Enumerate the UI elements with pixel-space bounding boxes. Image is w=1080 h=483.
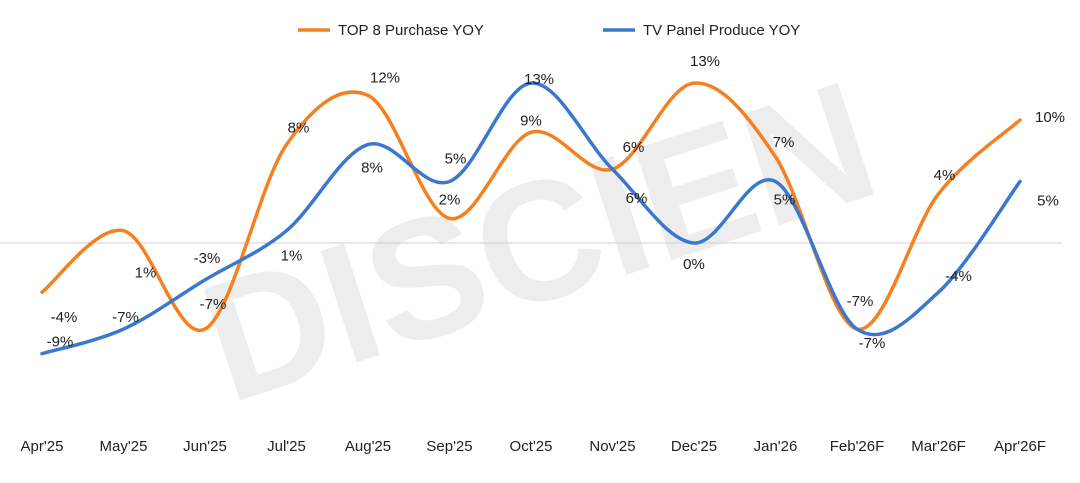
- data-label: 13%: [690, 53, 720, 70]
- data-label: 10%: [1035, 109, 1065, 126]
- x-tick-label: Dec'25: [671, 438, 717, 455]
- legend-item: TOP 8 Purchase YOY: [298, 22, 484, 39]
- x-tick-label: Feb'26F: [830, 438, 885, 455]
- legend-label: TV Panel Produce YOY: [643, 22, 800, 39]
- x-tick-label: Jan'26: [754, 438, 798, 455]
- data-label: 9%: [520, 112, 542, 129]
- data-label: -7%: [112, 309, 139, 326]
- data-label: 2%: [439, 191, 461, 208]
- data-label: -7%: [200, 296, 227, 313]
- data-label: 0%: [683, 256, 705, 273]
- data-label: 5%: [445, 151, 467, 168]
- x-tick-label: Nov'25: [589, 438, 635, 455]
- x-tick-label: Jun'25: [183, 438, 227, 455]
- data-label: 6%: [623, 139, 645, 156]
- data-label: 8%: [361, 160, 383, 177]
- x-tick-label: Oct'25: [510, 438, 553, 455]
- x-tick-label: Aug'25: [345, 438, 391, 455]
- data-label: -4%: [51, 309, 78, 326]
- data-label: 13%: [524, 71, 554, 88]
- data-label: 5%: [1037, 193, 1059, 210]
- x-tick-label: Mar'26F: [911, 438, 966, 455]
- data-label: -3%: [194, 250, 221, 267]
- watermark-logo: DISCIEN: [182, 45, 897, 439]
- x-tick-label: Apr'25: [21, 438, 64, 455]
- legend-label: TOP 8 Purchase YOY: [338, 22, 484, 39]
- data-label: 4%: [934, 167, 956, 184]
- data-label: 6%: [626, 190, 648, 207]
- data-label: 1%: [281, 248, 303, 265]
- data-label: -4%: [945, 268, 972, 285]
- x-tick-label: Apr'26F: [994, 438, 1046, 455]
- x-tick-label: Sep'25: [426, 438, 472, 455]
- data-label: -7%: [859, 335, 886, 352]
- data-label: 1%: [135, 265, 157, 282]
- data-label: 5%: [774, 192, 796, 209]
- x-tick-label: May'25: [100, 438, 148, 455]
- legend-item: TV Panel Produce YOY: [603, 22, 800, 39]
- legend: TOP 8 Purchase YOY TV Panel Produce YOY: [298, 22, 800, 39]
- data-label: 12%: [370, 69, 400, 86]
- data-label: 7%: [773, 134, 795, 151]
- data-label: -7%: [847, 293, 874, 310]
- x-tick-label: Jul'25: [267, 438, 306, 455]
- data-label: 8%: [288, 120, 310, 137]
- data-label: -9%: [47, 334, 74, 351]
- series-line-1: [40, 81, 1022, 356]
